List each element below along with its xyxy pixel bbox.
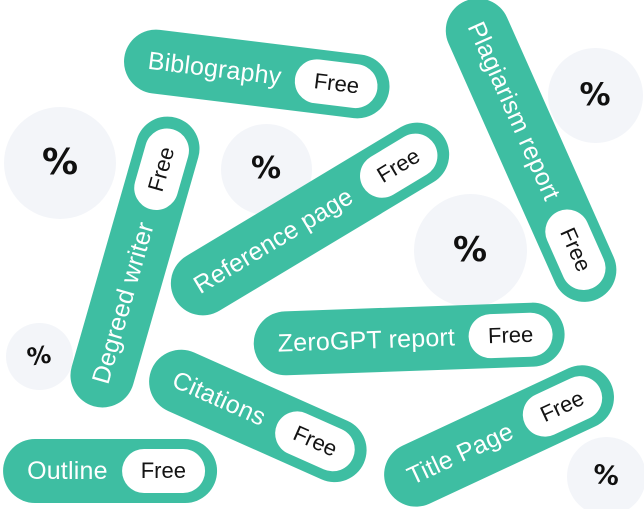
percent-circle: % bbox=[5, 322, 73, 390]
free-tag: Free bbox=[128, 123, 195, 216]
percent-symbol: % bbox=[452, 230, 488, 270]
percent-circle: % bbox=[413, 193, 527, 307]
badge-reference-page: Reference page Free bbox=[158, 110, 462, 328]
free-tag: Free bbox=[268, 404, 363, 479]
badge-label: ZeroGPT report bbox=[277, 323, 456, 358]
free-tag: Free bbox=[292, 56, 381, 111]
free-tag: Free bbox=[351, 125, 446, 207]
badge-zerogpt-report: ZeroGPT report Free bbox=[252, 301, 566, 377]
percent-symbol: % bbox=[25, 340, 53, 372]
free-tag: Free bbox=[468, 312, 554, 359]
percent-circle: % bbox=[4, 107, 116, 219]
badge-label: Degreed writer bbox=[86, 218, 160, 387]
percent-symbol: % bbox=[591, 459, 621, 493]
percent-circle: % bbox=[547, 47, 643, 143]
percent-symbol: % bbox=[579, 76, 611, 113]
percent-circle: % bbox=[220, 123, 312, 215]
badge-label: Biblography bbox=[146, 46, 284, 91]
percent-circle: % bbox=[566, 436, 644, 509]
percent-symbol: % bbox=[41, 142, 79, 183]
percent-symbol: % bbox=[250, 151, 282, 186]
badge-label: Outline bbox=[27, 456, 108, 485]
badge-label: Citations bbox=[168, 365, 271, 432]
badge-outline: Outline Free bbox=[3, 439, 217, 503]
free-tag: Free bbox=[121, 449, 205, 493]
badge-biblography: Biblography Free bbox=[120, 25, 394, 123]
badge-label: Title Page bbox=[402, 416, 518, 491]
free-tag: Free bbox=[515, 368, 610, 445]
free-tag: Free bbox=[538, 202, 613, 297]
